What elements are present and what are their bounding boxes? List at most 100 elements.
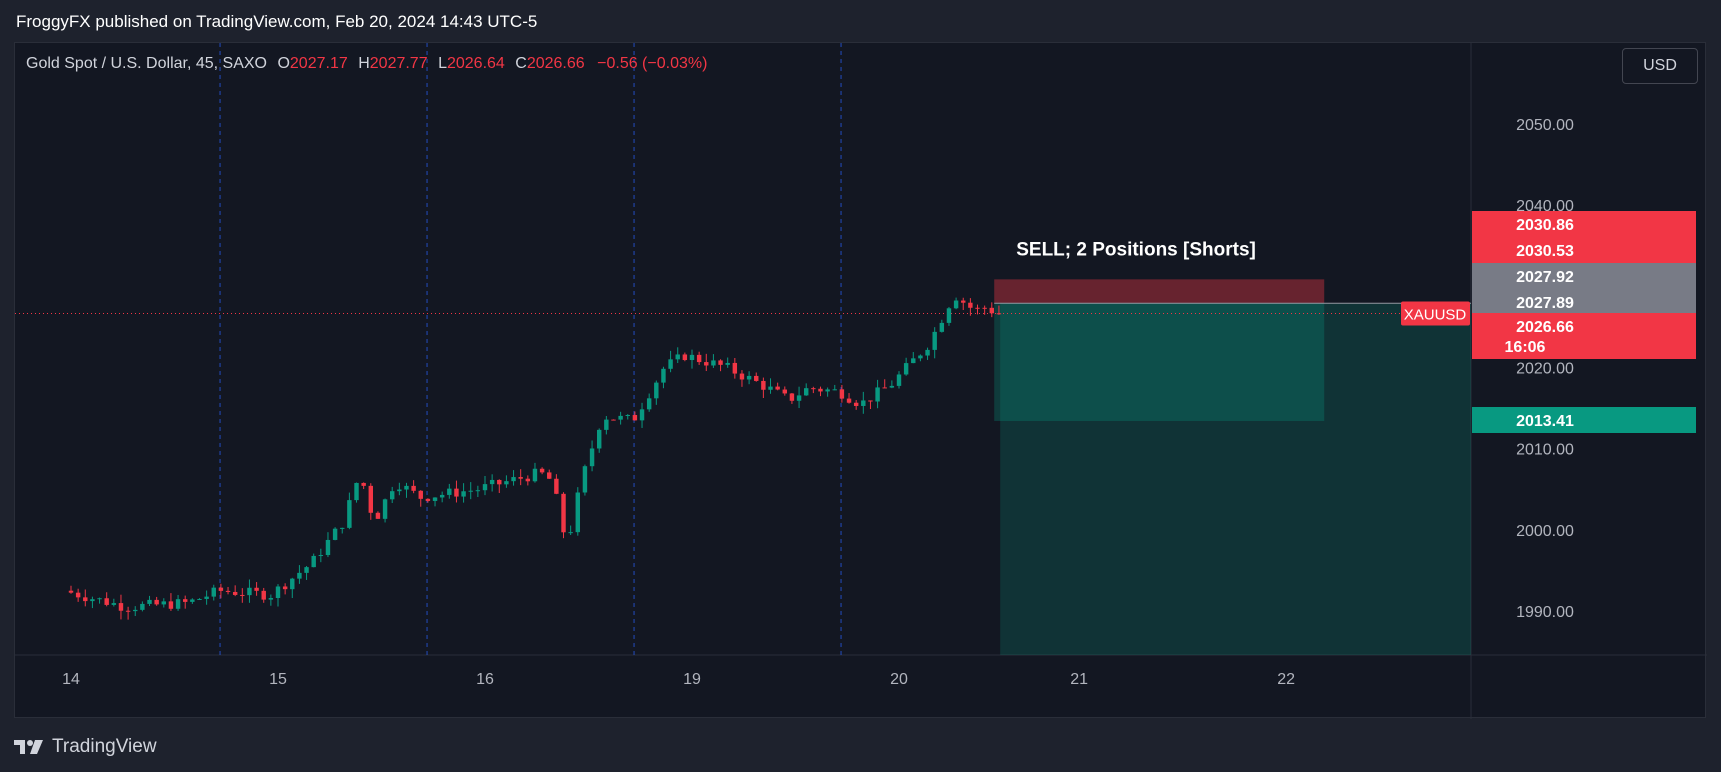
- candle-body: [711, 360, 716, 366]
- stop-loss-zone[interactable]: [994, 279, 1325, 304]
- candle-body: [368, 485, 374, 513]
- candle-body: [768, 386, 773, 390]
- candle-body: [290, 578, 295, 590]
- open-value: 2027.17: [289, 55, 348, 72]
- candle-body: [875, 387, 880, 402]
- currency-button[interactable]: USD: [1622, 48, 1698, 84]
- candle-body: [90, 599, 95, 602]
- symbol-legend: Gold Spot / U.S. Dollar, 45, SAXO O2027.…: [26, 54, 707, 74]
- candle-body: [589, 448, 595, 467]
- candle-body: [532, 468, 538, 482]
- candle-body: [968, 302, 973, 308]
- symbol-tag: [1401, 301, 1470, 326]
- candle-body: [996, 313, 1002, 315]
- time-tick-label: 19: [683, 671, 701, 688]
- candle-body: [861, 400, 866, 406]
- candle-body: [340, 527, 345, 529]
- candle-body: [83, 597, 88, 602]
- low-label: L: [438, 55, 447, 72]
- candle-body: [582, 466, 588, 493]
- time-tick-label: 20: [890, 671, 908, 688]
- symbol-tag-label: XAUUSD: [1404, 306, 1467, 323]
- candle-body: [654, 382, 659, 399]
- candle-body: [775, 386, 780, 390]
- candle-body: [197, 598, 202, 600]
- candle-body: [646, 398, 652, 410]
- price-axis-label-box: [1472, 407, 1696, 433]
- position-label: SELL; 2 Positions [Shorts]: [1016, 239, 1256, 260]
- candle-body: [168, 601, 174, 609]
- candle-body: [618, 415, 623, 420]
- candle-body: [525, 478, 531, 482]
- candle-body: [853, 402, 859, 406]
- candle-body: [696, 354, 702, 363]
- candle-body: [575, 492, 581, 533]
- candle-body: [439, 494, 445, 498]
- candle-body: [739, 373, 745, 380]
- candle-body: [632, 415, 638, 421]
- instrument-name: Gold Spot / U.S. Dollar, 45, SAXO: [26, 55, 267, 72]
- candle-body: [839, 389, 845, 399]
- candle-body: [332, 528, 338, 540]
- open-label: O: [277, 55, 290, 72]
- price-axis-label-box: [1472, 313, 1696, 359]
- price-chart[interactable]: 1990.00 2000.00 2010.00 2020.00 2040.00 2050.…: [15, 43, 1707, 719]
- candle-body: [504, 481, 509, 485]
- high-value: 2027.77: [369, 55, 428, 72]
- candle-body: [268, 598, 274, 600]
- candle-body: [596, 429, 602, 449]
- candle-body: [568, 532, 573, 534]
- candle-body: [311, 555, 316, 568]
- candle-body: [418, 490, 423, 499]
- candle-body: [211, 587, 216, 597]
- candle-body: [182, 599, 188, 602]
- chart-pane[interactable]: 1990.00 2000.00 2010.00 2020.00 2040.00 2050.…: [14, 42, 1707, 719]
- tradingview-branding[interactable]: TradingView: [14, 735, 157, 759]
- candle-body: [247, 587, 252, 596]
- close-value: 2026.66: [526, 55, 585, 72]
- candle-body: [946, 308, 952, 323]
- candle-body: [554, 478, 559, 494]
- take-profit-zone[interactable]: [994, 303, 1325, 421]
- candle-body: [275, 586, 281, 599]
- candle-body: [789, 393, 795, 401]
- low-value: 2026.64: [446, 55, 505, 72]
- candle-body: [639, 409, 645, 421]
- candle-body: [704, 362, 709, 366]
- candle-body: [347, 500, 352, 528]
- candle-body: [232, 591, 238, 595]
- price-axis-label: 2030.53: [1516, 243, 1574, 260]
- candle-body: [154, 599, 159, 605]
- candle-body: [611, 419, 616, 421]
- candle-body: [261, 590, 266, 600]
- candle-body: [140, 603, 145, 610]
- candle-body: [411, 485, 416, 491]
- candle-body: [297, 572, 302, 579]
- publisher-header: FroggyFX published on TradingView.com, F…: [16, 12, 538, 31]
- candle-body: [918, 355, 923, 359]
- candle-body: [382, 499, 388, 519]
- candle-body: [511, 477, 516, 482]
- price-tick-label: 2040.00: [1516, 198, 1574, 215]
- countdown-label: 16:06: [1505, 339, 1546, 356]
- candle-body: [932, 331, 937, 350]
- candle-body: [104, 598, 109, 605]
- candle-body: [782, 389, 788, 394]
- candle-body: [475, 490, 481, 492]
- candle-body: [604, 419, 609, 430]
- candle-body: [903, 363, 909, 375]
- price-axis-label: 2027.92: [1516, 269, 1574, 286]
- candle-body: [397, 489, 402, 492]
- candle-body: [161, 601, 167, 605]
- candle-body: [925, 349, 930, 356]
- candle-body: [240, 594, 245, 596]
- time-tick-label: 21: [1070, 671, 1088, 688]
- candle-body: [225, 590, 231, 592]
- price-tick-label: 2010.00: [1516, 442, 1574, 459]
- candle-body: [939, 322, 945, 332]
- price-axis-label: 2027.89: [1516, 295, 1574, 312]
- price-tick-label: 1990.00: [1516, 604, 1574, 621]
- candle-body: [111, 603, 117, 605]
- candle-body: [675, 354, 680, 360]
- candle-body: [125, 610, 131, 612]
